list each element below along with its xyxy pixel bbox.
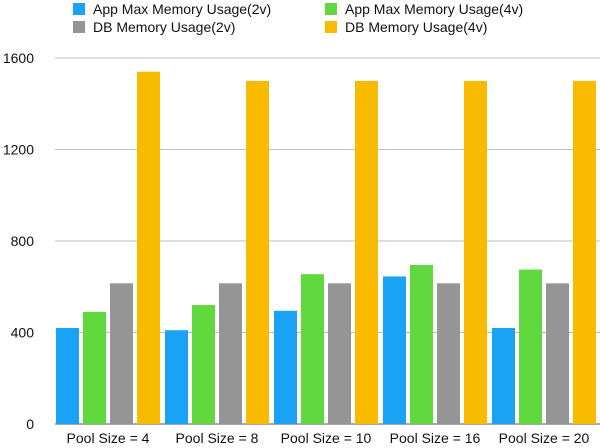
- bar: [573, 80, 596, 424]
- bar: [83, 311, 106, 424]
- x-category-label: Pool Size = 4: [67, 430, 150, 446]
- bar: [383, 276, 406, 424]
- legend: App Max Memory Usage(2v) App Max Memory U…: [73, 1, 523, 35]
- bar: [219, 283, 242, 424]
- y-tick-label: 0: [26, 416, 34, 432]
- legend-label: App Max Memory Usage(4v): [345, 1, 523, 17]
- legend-label: DB Memory Usage(2v): [93, 19, 235, 35]
- y-tick-label: 400: [11, 325, 35, 341]
- legend-label: DB Memory Usage(4v): [345, 19, 487, 35]
- legend-label: App Max Memory Usage(2v): [93, 1, 271, 17]
- bar: [355, 80, 378, 424]
- bar: [274, 310, 297, 424]
- bar: [246, 80, 269, 424]
- bar: [546, 283, 569, 424]
- bar: [437, 283, 460, 424]
- y-tick-label: 800: [11, 233, 35, 249]
- gridlines: [55, 57, 600, 425]
- x-axis-labels: Pool Size = 4 Pool Size = 8 Pool Size = 10…: [67, 430, 590, 446]
- x-category-label: Pool Size = 10: [281, 430, 372, 446]
- bar: [56, 327, 79, 424]
- bar: [492, 327, 515, 424]
- y-tick-label: 1600: [3, 50, 34, 66]
- x-category-label: Pool Size = 8: [176, 430, 259, 446]
- bar: [464, 80, 487, 424]
- bars: [56, 71, 596, 424]
- bar: [137, 71, 160, 424]
- bar: [328, 283, 351, 424]
- legend-swatch: [73, 3, 85, 15]
- bar: [410, 265, 433, 424]
- y-axis-ticks: 0 400 800 1200 1600: [3, 50, 34, 432]
- legend-swatch: [73, 21, 85, 33]
- y-tick-label: 1200: [3, 142, 34, 158]
- legend-swatch: [325, 3, 337, 15]
- x-category-label: Pool Size = 20: [499, 430, 590, 446]
- bar: [192, 305, 215, 424]
- x-category-label: Pool Size = 16: [390, 430, 481, 446]
- bar: [165, 330, 188, 424]
- legend-swatch: [325, 21, 337, 33]
- bar: [110, 283, 133, 424]
- bar: [519, 269, 542, 424]
- bar: [301, 274, 324, 424]
